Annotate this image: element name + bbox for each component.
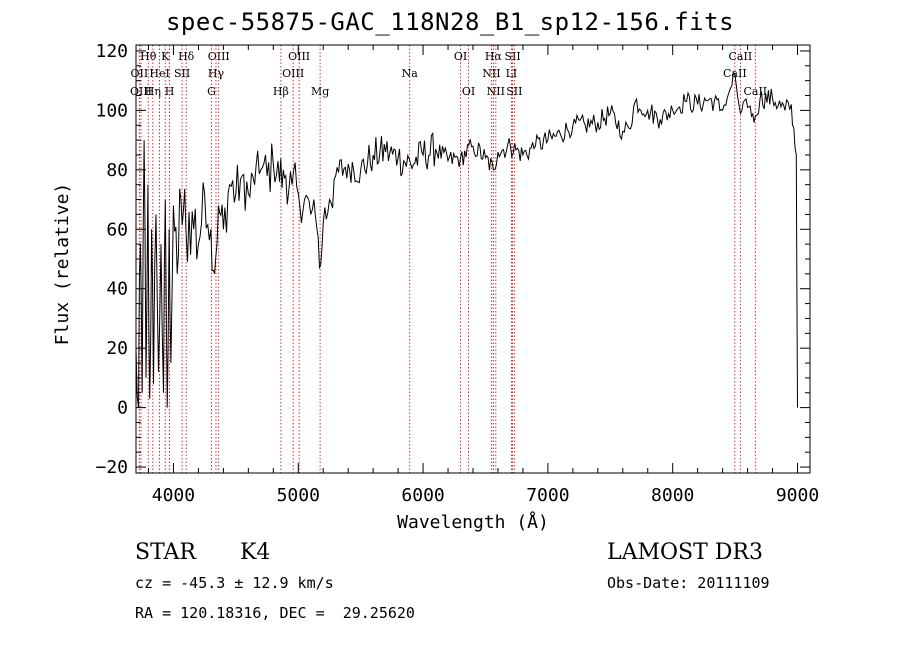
line-marker-label: Na xyxy=(402,67,419,80)
obs-date: Obs-Date: 20111109 xyxy=(607,574,770,592)
line-marker-label: SII xyxy=(506,85,522,98)
y-tick-label: 20 xyxy=(106,338,128,359)
line-marker-label: OI xyxy=(454,50,467,63)
series-group xyxy=(135,71,798,408)
y-tick-label: 60 xyxy=(106,219,128,240)
line-marker-label: Hα xyxy=(485,50,503,63)
object-subclass: K4 xyxy=(240,540,271,565)
line-marker-label: Hθ xyxy=(140,50,157,63)
x-tick-label: 7000 xyxy=(526,485,569,506)
plot-frame xyxy=(135,44,811,474)
object-class: STAR xyxy=(135,540,196,565)
line-labels-group: Hθ OII OIII K HeI Hη Hδ SII H OIII Hγ G OIII OIII Hβ Mg… xyxy=(130,50,767,98)
y-tick-label: −20 xyxy=(95,457,128,478)
y-tick-label: 40 xyxy=(106,279,128,300)
survey-name: LAMOST DR3 xyxy=(607,540,763,565)
chart-title: spec-55875-GAC_118N28_B1_sp12-156.fits xyxy=(165,8,735,36)
x-tick-label: 6000 xyxy=(401,485,444,506)
coordinates: RA = 120.18316, DEC = 29.25620 xyxy=(135,604,415,622)
line-marker-label: OI xyxy=(462,85,475,98)
line-marker-label: CaII xyxy=(723,67,747,80)
line-marker-label: OIII xyxy=(282,67,304,80)
y-tick-label: 80 xyxy=(106,160,128,181)
redshift-readout: cz = -45.3 ± 12.9 km/s xyxy=(135,574,334,592)
line-marker-label: OIII xyxy=(208,50,230,63)
line-marker-label: Mg xyxy=(311,85,329,98)
flux-series-line xyxy=(135,71,798,408)
line-marker-label: Hδ xyxy=(178,50,195,63)
axes-group: 4000 5000 6000 7000 8000 9000 −20 0 20 40 60 80 100 1… xyxy=(52,41,819,533)
line-marker-label: OIII xyxy=(288,50,310,63)
x-tick-label: 4000 xyxy=(152,485,195,506)
line-marker-label: SII xyxy=(504,50,520,63)
y-tick-label: 120 xyxy=(95,41,128,62)
y-tick-label: 0 xyxy=(117,398,128,419)
line-marker-label: G xyxy=(207,85,216,98)
line-marker-label: K xyxy=(161,50,170,63)
line-marker-label: NII xyxy=(482,67,500,80)
line-marker-label: Hη xyxy=(145,85,161,98)
x-tick-label: 5000 xyxy=(277,485,320,506)
line-marker-label: LI xyxy=(506,67,518,80)
line-marker-label: CaII xyxy=(729,50,753,63)
y-axis-label: Flux (relative) xyxy=(52,183,73,346)
x-axis-label: Wavelength (Å) xyxy=(397,511,549,533)
line-marker-label: HeI xyxy=(149,67,169,80)
line-marker-label: OIII xyxy=(130,85,152,98)
line-marker-label: H xyxy=(165,85,175,98)
x-tick-label: 8000 xyxy=(651,485,694,506)
y-tick-label: 100 xyxy=(95,100,128,121)
line-markers-group xyxy=(138,45,756,473)
line-marker-label: SII xyxy=(174,67,190,80)
line-marker-label: CaII xyxy=(743,85,767,98)
line-marker-label: Hβ xyxy=(273,85,289,98)
x-tick-label: 9000 xyxy=(776,485,819,506)
line-marker-label: OII xyxy=(131,67,149,80)
line-marker-label: NII xyxy=(487,85,505,98)
line-marker-label: Hγ xyxy=(208,67,225,80)
